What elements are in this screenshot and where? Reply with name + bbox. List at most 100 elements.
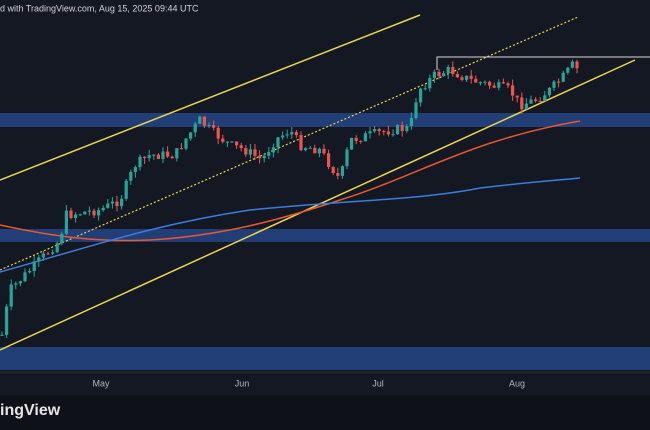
candle-body	[543, 95, 547, 102]
candle-body	[106, 203, 110, 208]
candle-body	[331, 166, 335, 174]
candle-body	[55, 243, 59, 253]
x-axis-label: Jun	[235, 378, 250, 388]
channel-mid	[0, 16, 579, 271]
candle-body	[78, 214, 82, 216]
candle-body	[221, 138, 225, 142]
candle-body	[317, 148, 321, 154]
candle-body	[239, 145, 243, 149]
ma-orange	[0, 120, 581, 242]
candle-body	[23, 272, 27, 282]
candle-body	[552, 81, 556, 88]
candle-body	[340, 166, 344, 176]
candle-body	[87, 210, 91, 212]
candle-body	[350, 137, 354, 150]
candle-body	[428, 77, 432, 89]
candle-body	[373, 129, 377, 132]
candle-body	[138, 156, 142, 168]
logo: ingView	[0, 402, 61, 419]
resistance-line	[436, 56, 650, 70]
candle-body	[547, 87, 551, 96]
candle-body	[69, 210, 73, 218]
candle-body	[313, 147, 317, 154]
candle-body	[290, 132, 294, 135]
candle-body	[294, 132, 298, 136]
candle-body	[308, 147, 312, 149]
candle-body	[110, 201, 114, 204]
candle-body	[474, 78, 478, 83]
candle-body	[248, 149, 252, 155]
footer-strip	[0, 395, 650, 430]
candle-body	[258, 155, 262, 159]
candle-body	[276, 137, 280, 148]
candle-body	[184, 138, 188, 149]
candle-body	[405, 126, 409, 132]
candle-body	[198, 116, 202, 124]
candle-body	[400, 125, 404, 132]
candle-body	[336, 173, 340, 176]
candle-body	[501, 82, 505, 84]
candle-body	[437, 71, 441, 77]
candle-body	[345, 149, 349, 167]
candle-body	[419, 88, 423, 103]
candle-body	[442, 73, 446, 77]
candle-body	[396, 125, 400, 135]
candle-body	[37, 257, 41, 262]
candle-body	[46, 253, 50, 255]
candle-body	[115, 201, 119, 207]
candle-body	[212, 125, 216, 128]
candle-body	[382, 131, 386, 133]
candle-body	[97, 210, 101, 216]
candle-body	[446, 67, 450, 74]
candle-body	[18, 281, 22, 284]
candle-body	[235, 141, 239, 146]
candle-body	[529, 99, 533, 104]
candle-body	[83, 211, 87, 215]
channel-lower	[0, 59, 636, 351]
candle-body	[0, 334, 4, 336]
candle-body	[391, 134, 395, 136]
candle-body	[129, 171, 133, 181]
candle-body	[354, 137, 358, 141]
candle-body	[327, 153, 331, 167]
candle-body	[515, 95, 519, 98]
candle-body	[124, 180, 128, 199]
candle-body	[557, 81, 561, 83]
candle-body	[202, 116, 206, 126]
candle-body	[225, 141, 229, 143]
candle-body	[451, 67, 455, 74]
candle-body	[161, 151, 165, 159]
candle-body	[281, 135, 285, 138]
candle-body	[538, 100, 542, 102]
candle-body	[460, 77, 464, 80]
candle-body	[9, 284, 13, 307]
candle-body	[368, 131, 372, 134]
x-axis-label: Jul	[372, 378, 384, 388]
candle-body	[483, 81, 487, 83]
candle-body	[28, 271, 32, 273]
candle-body	[60, 233, 64, 244]
candle-body	[5, 306, 9, 335]
channel-upper	[0, 14, 421, 181]
candle-body	[285, 134, 289, 136]
candle-body	[170, 156, 174, 159]
candle-body	[120, 198, 124, 207]
candle-body	[561, 72, 565, 82]
candle-body	[166, 151, 170, 157]
candle-body	[193, 123, 197, 133]
candle-body	[253, 149, 257, 156]
candle-body	[41, 253, 45, 258]
zone-band	[0, 347, 650, 370]
candle-body	[534, 99, 538, 101]
candle-body	[152, 154, 156, 156]
candle-body	[267, 152, 271, 156]
candle-body	[492, 85, 496, 88]
candle-body	[101, 207, 105, 211]
candle-body	[322, 148, 326, 154]
candle-body	[147, 155, 151, 159]
candle-body	[520, 97, 524, 110]
candle-body	[575, 61, 579, 69]
candle-body	[409, 117, 413, 127]
zone-band	[0, 113, 650, 127]
